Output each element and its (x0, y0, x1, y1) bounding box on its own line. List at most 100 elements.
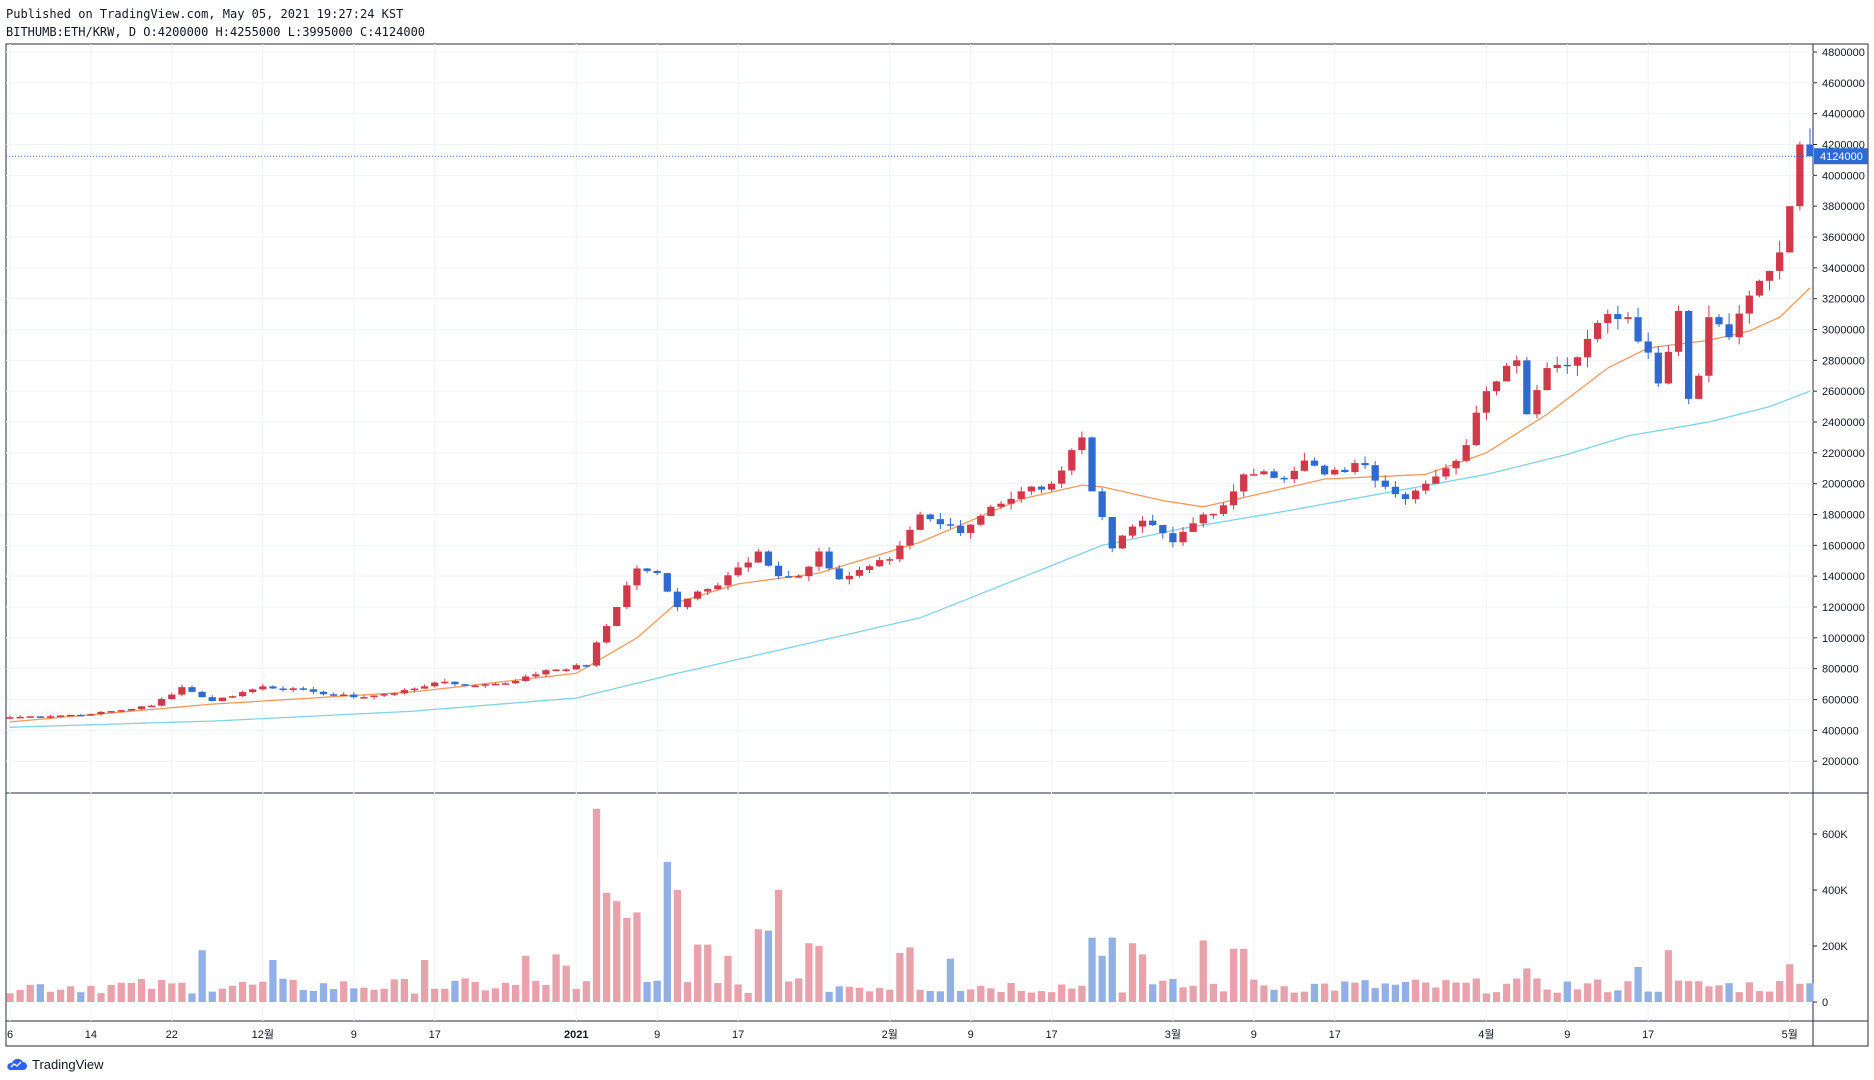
price-tick-label: 3000000 (1822, 325, 1865, 337)
volume-bar (1523, 968, 1531, 1002)
candle-body (1331, 469, 1339, 475)
volume-bar (1634, 967, 1642, 1002)
candle-body (1118, 535, 1126, 549)
volume-bar (1108, 937, 1116, 1002)
volume-bar (532, 981, 540, 1002)
candle-body (26, 716, 34, 718)
volume-bar (269, 960, 277, 1002)
candle-body (16, 716, 24, 719)
volume-bar (1604, 992, 1612, 1002)
volume-bar (319, 983, 328, 1002)
volume-bar (1351, 982, 1359, 1002)
candle-body (1270, 471, 1278, 478)
candle-body (360, 697, 368, 699)
price-tick-label: 4000000 (1822, 170, 1865, 182)
candle-body (1068, 450, 1076, 471)
candle-body (218, 697, 226, 702)
volume-bar (249, 984, 257, 1002)
volume-bar (1624, 981, 1632, 1002)
volume-bar (461, 978, 469, 1002)
volume-tick-label: 200K (1822, 941, 1848, 953)
time-tick-label: 17 (732, 1029, 744, 1041)
candle-body (279, 688, 287, 690)
candle-body (572, 665, 580, 670)
volume-bar (896, 953, 904, 1002)
volume-bar (1432, 987, 1440, 1002)
volume-bar (67, 986, 75, 1002)
candle-body (1098, 491, 1106, 517)
volume-bar (1644, 991, 1652, 1002)
candle-body (1594, 322, 1602, 339)
candle-body (1755, 280, 1764, 296)
candles (6, 128, 1814, 720)
volume-bar (340, 981, 348, 1002)
candle-body (1320, 465, 1329, 475)
candle-body (1411, 490, 1420, 500)
volume-bar (117, 982, 125, 1002)
volume-bar (855, 987, 864, 1002)
candle-body (36, 716, 44, 718)
time-tick-label: 9 (968, 1029, 974, 1041)
volume-bar (754, 929, 762, 1002)
price-tick-label: 1200000 (1822, 602, 1865, 614)
volume-bar (1138, 954, 1147, 1002)
volume-bar (1482, 993, 1491, 1002)
volume-bar (582, 981, 591, 1002)
candle-body (855, 570, 864, 576)
ma-slow-line (9, 390, 1811, 728)
candle-body (724, 575, 732, 586)
candle-body (1533, 390, 1541, 415)
candle-body (56, 715, 65, 717)
price-tick-label: 2200000 (1822, 448, 1865, 460)
volume-tick-label: 0 (1822, 997, 1828, 1009)
volume-bar (87, 985, 95, 1002)
candle-body (1381, 480, 1389, 487)
time-tick-label: 12월 (252, 1028, 274, 1041)
candle-body (441, 681, 449, 684)
candle-body (501, 683, 510, 685)
time-axis[interactable]: 6 14 22 12월 9 17 2021 9 17 2월 9 17 3월 9 17 4월 9 17 5월 (7, 1028, 1798, 1041)
volume-axis[interactable]: 0 200K 400K 600K (1813, 829, 1848, 1009)
volume-bar (673, 890, 682, 1002)
volume-bar (1250, 979, 1258, 1002)
candle-body (886, 559, 894, 561)
volume-bars (6, 808, 1814, 1002)
volume-bar (228, 985, 237, 1002)
volume-bar (1310, 983, 1319, 1002)
volume-bar (1047, 992, 1056, 1002)
volume-bar (370, 989, 378, 1002)
candle-body (997, 503, 1005, 507)
candle-body (77, 714, 85, 717)
volume-bar (1088, 937, 1096, 1002)
candle-body (67, 714, 75, 717)
candle-body (299, 688, 307, 690)
candle-body (1240, 474, 1248, 492)
volume-bar (734, 984, 742, 1002)
candle-body (309, 689, 318, 692)
volume-bar (1240, 948, 1248, 1002)
volume-bar (1442, 980, 1450, 1002)
price-tick-label: 2600000 (1822, 386, 1865, 398)
price-tick-label: 3400000 (1822, 263, 1865, 275)
volume-bar (1300, 991, 1309, 1002)
volume-bar (420, 960, 429, 1002)
candle-body (987, 506, 995, 517)
volume-bar (542, 984, 550, 1002)
price-tick-label: 3800000 (1822, 201, 1865, 213)
volume-bar (360, 987, 368, 1002)
candle-body (1806, 144, 1814, 157)
volume-bar (1806, 983, 1814, 1002)
volume-bar (865, 991, 874, 1002)
tradingview-brand[interactable]: TradingView (6, 1057, 104, 1072)
candle-body (683, 598, 692, 607)
price-tick-label: 2400000 (1822, 417, 1865, 429)
price-tick-label: 3200000 (1822, 294, 1865, 306)
price-axis[interactable]: 200000 400000 600000 800000 1000000 1200000 14… (1813, 47, 1865, 768)
volume-bar (785, 981, 793, 1002)
volume-bar (1513, 978, 1521, 1002)
candle-body (1401, 494, 1410, 500)
candle-body (694, 591, 702, 599)
volume-bar (926, 991, 934, 1002)
volume-bar (1027, 992, 1035, 1002)
